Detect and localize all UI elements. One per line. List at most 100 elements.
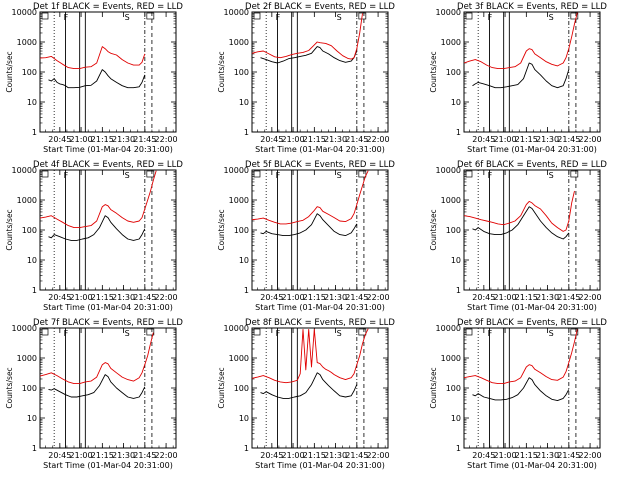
x-tick-label: 21:00 (494, 135, 517, 144)
x-tick-label: 20:45 (260, 293, 283, 302)
x-tick-label: 21:15 (303, 451, 326, 460)
y-axis-label: Counts/sec (429, 367, 438, 408)
x-tick-label: 21:30 (536, 451, 559, 460)
corner-box-symbol (570, 12, 579, 20)
x-tick-label: 22:00 (579, 293, 602, 302)
y-tick-label: 10000 (224, 166, 249, 175)
x-axis-label: Start Time (01-Mar-04 20:31:00) (467, 145, 597, 154)
corner-box-symbol (358, 328, 367, 336)
corner-box-symbol (570, 328, 579, 336)
corner-box-symbol (358, 12, 367, 20)
x-axis-label: Start Time (01-Mar-04 20:31:00) (467, 303, 597, 312)
y-tick-label: 1 (32, 444, 37, 453)
x-tick-label: 21:00 (282, 293, 305, 302)
x-axis-label: Start Time (01-Mar-04 20:31:00) (255, 303, 385, 312)
series-line-lld (463, 329, 578, 385)
y-tick-label: 10 (451, 256, 461, 265)
x-tick-label: 21:45 (345, 135, 368, 144)
panel-det-6: Det 6f BLACK = Events, RED = LLD 1 10 100 10… (429, 160, 607, 312)
x-tick-label: 21:00 (282, 451, 305, 460)
y-tick-label: 100 (234, 68, 249, 77)
y-tick-label: 1 (32, 128, 37, 137)
y-axis-label: Counts/sec (5, 51, 14, 92)
series-line-events (472, 206, 570, 240)
x-tick-label: 21:15 (515, 451, 538, 460)
x-tick-label: 21:45 (133, 451, 156, 460)
x-tick-label: 21:45 (557, 293, 580, 302)
y-tick-label: 1000 (441, 38, 461, 47)
x-tick-label: 21:30 (324, 451, 347, 460)
marker-letter-S: S (549, 329, 554, 338)
y-tick-label: 10 (239, 414, 249, 423)
marker-letter-F: F (64, 13, 69, 22)
x-tick-label: 21:15 (515, 293, 538, 302)
x-tick-label: 21:30 (324, 293, 347, 302)
x-tick-label: 21:45 (345, 451, 368, 460)
corner-box-symbol (146, 12, 155, 20)
marker-letter-S: S (125, 171, 130, 180)
panel-det-4: Det 4f BLACK = Events, RED = LLD 1 10 100 10… (5, 160, 183, 312)
x-tick-label: 21:15 (303, 293, 326, 302)
x-tick-label: 21:45 (557, 135, 580, 144)
x-tick-label: 21:00 (494, 451, 517, 460)
y-tick-label: 1000 (17, 196, 37, 205)
y-tick-label: 1000 (17, 38, 37, 47)
y-tick-label: 100 (446, 68, 461, 77)
y-tick-label: 100 (446, 226, 461, 235)
series-line-lld (39, 170, 157, 229)
y-tick-label: 10000 (12, 324, 37, 333)
x-tick-label: 21:30 (112, 293, 135, 302)
x-tick-label: 21:00 (70, 135, 93, 144)
y-tick-label: 1 (456, 128, 461, 137)
panel-det-1: Det 1f BLACK = Events, RED = LLD 1 10 100 10… (5, 2, 183, 154)
x-tick-label: 20:45 (472, 135, 495, 144)
x-axis-label: Start Time (01-Mar-04 20:31:00) (43, 145, 173, 154)
x-tick-label: 21:15 (91, 451, 114, 460)
y-tick-label: 1000 (441, 196, 461, 205)
series-line-lld (251, 13, 363, 60)
y-tick-label: 1000 (229, 196, 249, 205)
series-line-events (48, 69, 146, 89)
x-axis-label: Start Time (01-Mar-04 20:31:00) (467, 461, 597, 470)
x-tick-label: 21:15 (303, 135, 326, 144)
x-tick-label: 21:30 (536, 135, 559, 144)
x-tick-label: 22:00 (367, 135, 390, 144)
panel-det-8: Det 8f BLACK = Events, RED = LLD 1 10 100 10… (217, 318, 395, 470)
corner-box-symbol (253, 170, 261, 178)
panel-title: Det 1f BLACK = Events, RED = LLD (33, 2, 183, 12)
series-line-events (472, 377, 570, 402)
x-axis-label: Start Time (01-Mar-04 20:31:00) (255, 145, 385, 154)
panel-det-3: Det 3f BLACK = Events, RED = LLD 1 10 100 10… (429, 2, 607, 154)
y-tick-label: 100 (22, 226, 37, 235)
marker-letter-F: F (64, 329, 69, 338)
x-tick-label: 21:30 (536, 293, 559, 302)
panel-det-7: Det 7f BLACK = Events, RED = LLD 1 10 100 10… (5, 318, 183, 470)
x-tick-label: 21:30 (112, 451, 135, 460)
y-tick-label: 10000 (224, 324, 249, 333)
panel-title: Det 5f BLACK = Events, RED = LLD (245, 160, 395, 170)
y-tick-label: 10 (27, 256, 37, 265)
x-tick-label: 20:45 (260, 135, 283, 144)
panel-det-5: Det 5f BLACK = Events, RED = LLD 1 10 100 10… (217, 160, 395, 312)
y-tick-label: 10000 (224, 8, 249, 17)
x-tick-label: 21:45 (345, 293, 368, 302)
y-axis-label: Counts/sec (429, 51, 438, 92)
y-tick-label: 10000 (436, 8, 461, 17)
y-axis-label: Counts/sec (5, 209, 14, 250)
panel-det-9: Det 9f BLACK = Events, RED = LLD 1 10 100 10… (429, 318, 607, 470)
x-tick-label: 21:15 (91, 135, 114, 144)
panel-title: Det 4f BLACK = Events, RED = LLD (33, 160, 183, 170)
y-tick-label: 100 (234, 384, 249, 393)
marker-letter-S: S (337, 171, 342, 180)
x-tick-label: 22:00 (579, 451, 602, 460)
panel-title: Det 6f BLACK = Events, RED = LLD (457, 160, 607, 170)
y-tick-label: 1 (456, 444, 461, 453)
panel-det-2: Det 2f BLACK = Events, RED = LLD 1 10 100 10… (217, 2, 395, 154)
y-tick-label: 10 (451, 414, 461, 423)
series-line-events (260, 372, 358, 399)
series-line-lld (251, 170, 369, 225)
x-tick-label: 21:00 (494, 293, 517, 302)
series-line-lld (463, 190, 575, 232)
x-tick-label: 21:15 (91, 293, 114, 302)
marker-letter-S: S (125, 329, 130, 338)
